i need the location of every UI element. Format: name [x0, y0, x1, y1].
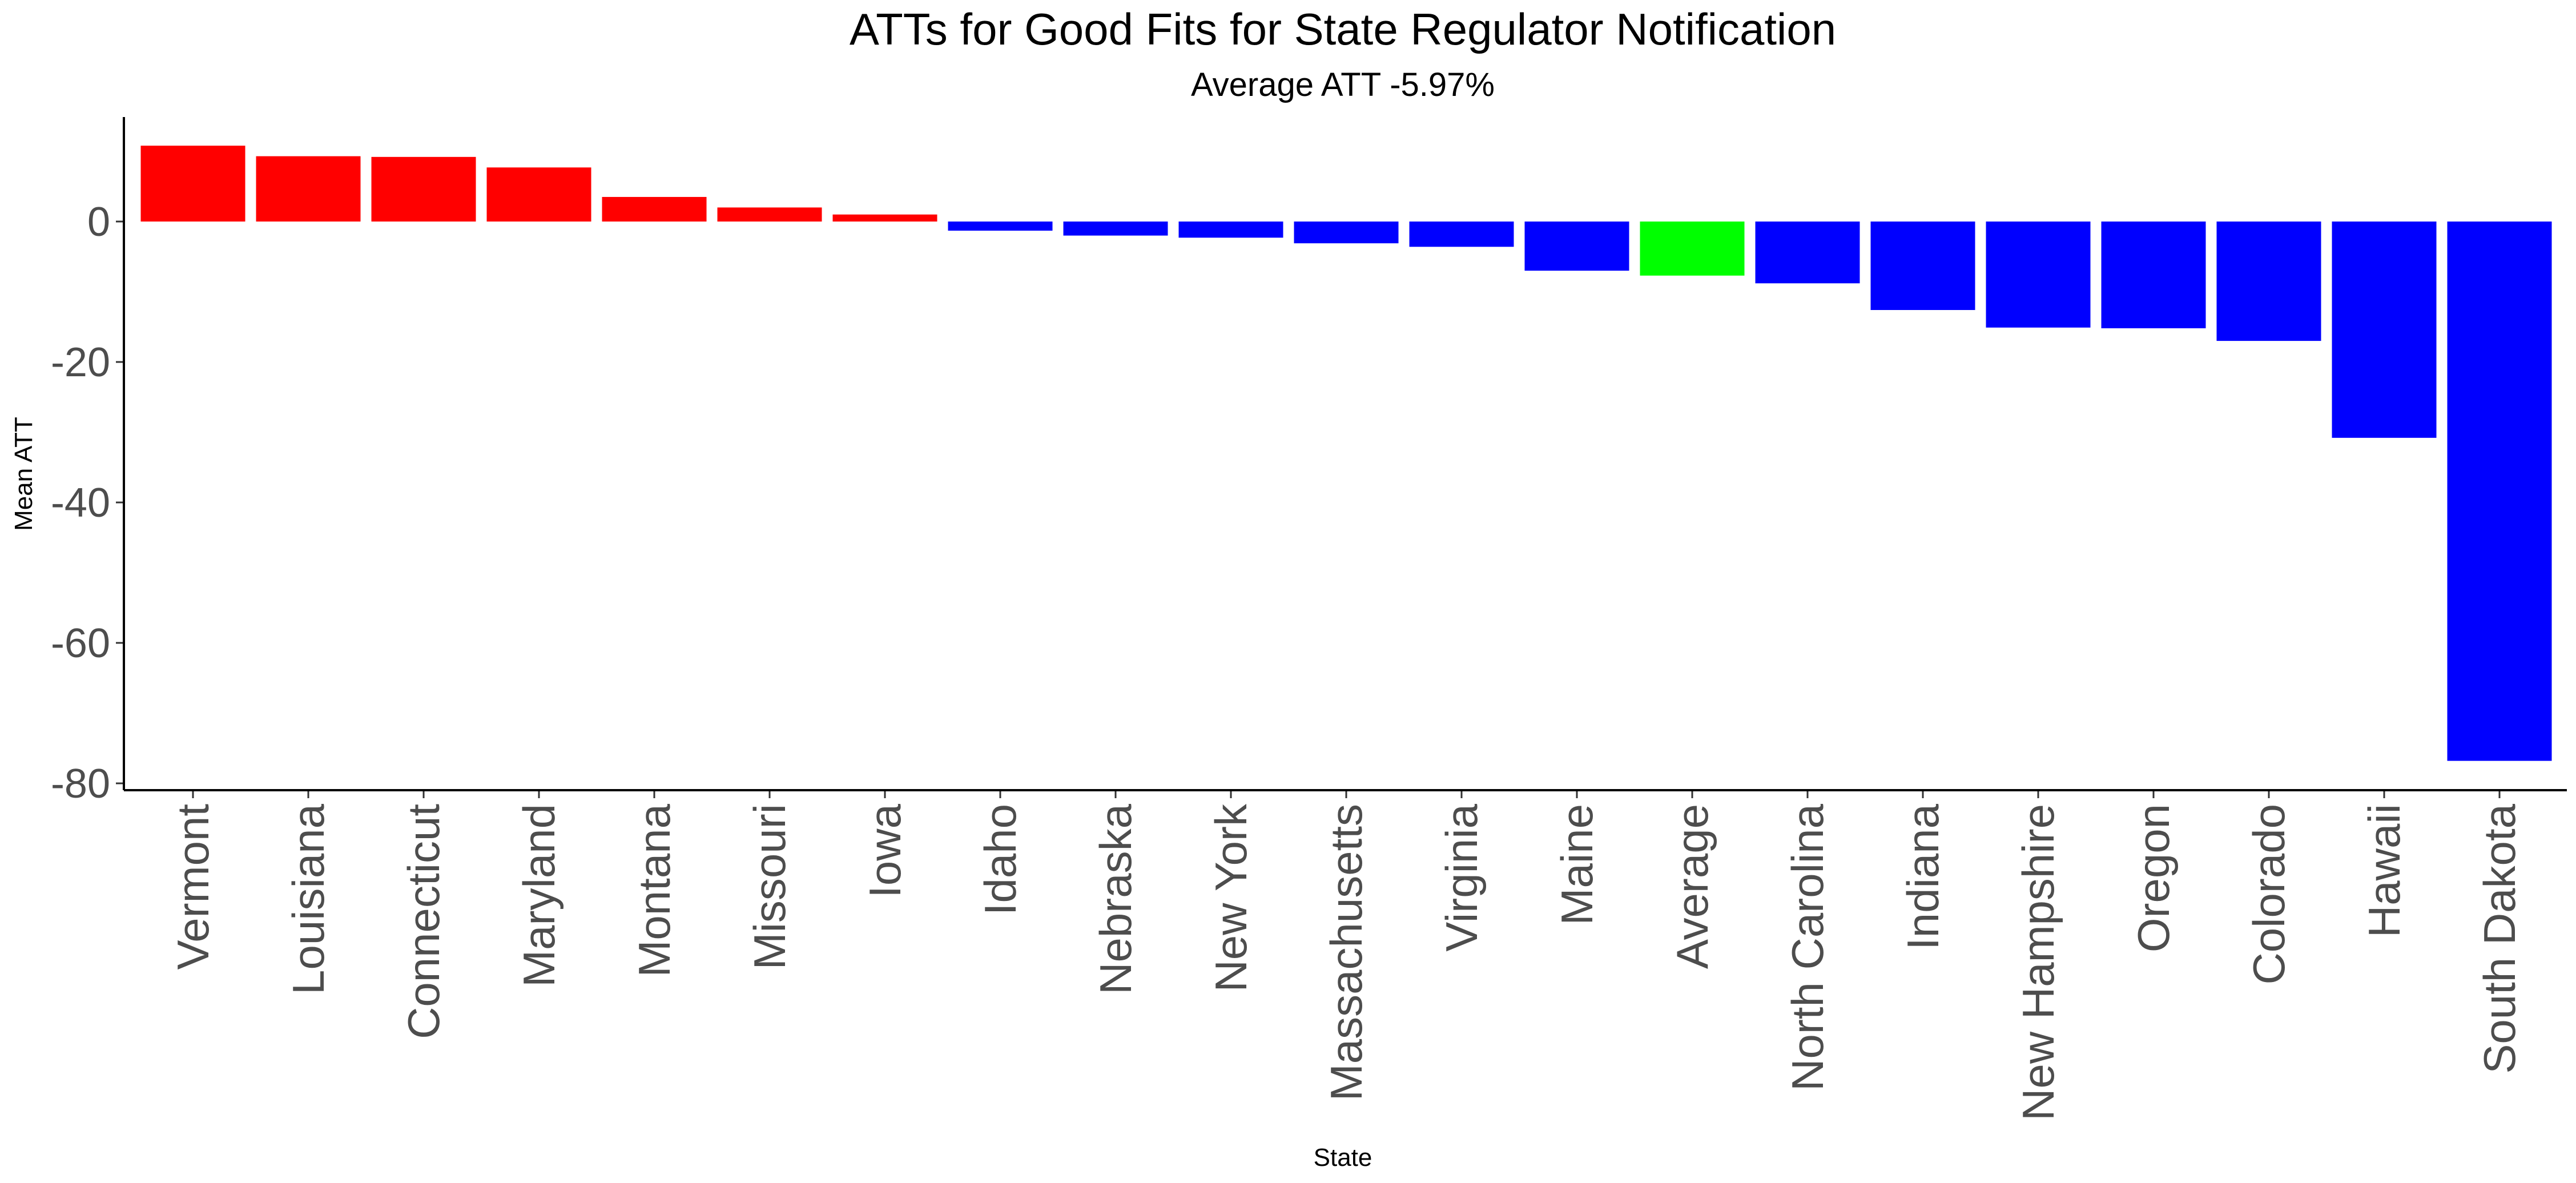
bar-massachusetts	[1294, 222, 1399, 244]
x-tick-label: New York	[1206, 803, 1256, 992]
x-tick-label: Louisiana	[283, 803, 333, 995]
y-tick-label: -60	[51, 621, 110, 666]
bar-north-carolina	[1755, 222, 1860, 284]
bar-maryland	[486, 167, 591, 222]
x-tick-label: Idaho	[975, 804, 1025, 915]
bar-indiana	[1870, 222, 1975, 310]
x-tick-label: Iowa	[860, 803, 910, 898]
bar-maine	[1524, 222, 1629, 271]
x-tick-label: Connecticut	[399, 804, 449, 1039]
bar-oregon	[2101, 222, 2206, 328]
bar-louisiana	[256, 156, 361, 222]
bar-colorado	[2216, 222, 2321, 341]
y-tick-label: -40	[51, 480, 110, 526]
x-tick-label: Oregon	[2128, 804, 2179, 952]
bar-connecticut	[371, 156, 476, 222]
bar-iowa	[832, 214, 937, 222]
bar-vermont	[140, 146, 245, 222]
x-axis: Vermont Louisiana Connecticut Maryland Monta…	[124, 789, 2567, 1121]
bar-virginia	[1409, 222, 1514, 247]
chart-title: ATTs for Good Fits for State Regulator N…	[850, 4, 1836, 54]
x-tick-label: Nebraska	[1090, 803, 1141, 994]
y-tick-label: 0	[87, 199, 110, 245]
bar-missouri	[717, 207, 822, 222]
x-tick-label: Montana	[629, 803, 679, 977]
y-tick-label: -80	[51, 761, 110, 807]
bar-south-dakota	[2447, 222, 2552, 761]
x-tick-label: Missouri	[744, 804, 795, 969]
x-tick-label: Maryland	[514, 804, 564, 987]
bars-group	[140, 146, 2552, 761]
x-axis-title: State	[1314, 1144, 1372, 1172]
x-tick-label: Hawaii	[2359, 804, 2409, 937]
bar-montana	[602, 196, 707, 222]
bar-hawaii	[2332, 222, 2437, 438]
x-tick-label: South Dakota	[2474, 803, 2525, 1073]
x-tick-label: Indiana	[1898, 803, 1948, 950]
bar-new-hampshire	[1986, 222, 2091, 328]
chart-subtitle: Average ATT -5.97%	[1191, 66, 1495, 103]
bar-nebraska	[1063, 222, 1168, 236]
bar-new-york	[1178, 222, 1283, 238]
x-tick-label: Massachusetts	[1321, 804, 1371, 1101]
x-tick-label: Colorado	[2244, 804, 2294, 985]
bar-average	[1640, 222, 1745, 276]
x-tick-label: Vermont	[168, 804, 218, 970]
x-tick-label: Average	[1667, 804, 1717, 969]
bar-idaho	[948, 222, 1053, 231]
x-tick-label: Virginia	[1436, 803, 1487, 951]
y-tick-label: -20	[51, 340, 110, 385]
x-tick-label: North Carolina	[1782, 803, 1833, 1091]
y-axis: 0 -20 -40 -60 -80	[51, 117, 125, 807]
x-tick-label: Maine	[1552, 804, 1602, 925]
y-axis-title: Mean ATT	[10, 417, 38, 531]
x-tick-label: New Hampshire	[2013, 804, 2063, 1121]
